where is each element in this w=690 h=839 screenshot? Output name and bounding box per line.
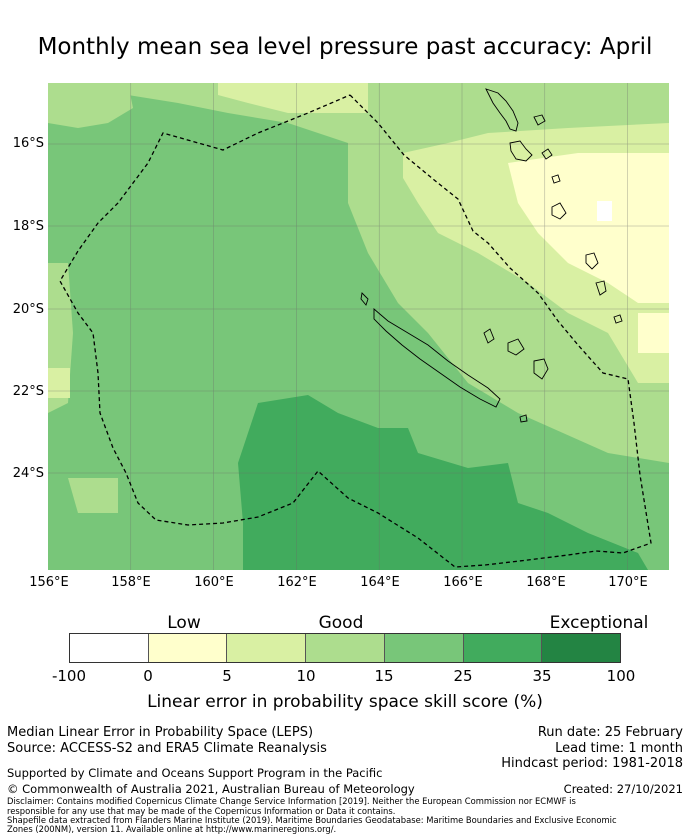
field-band-5-10-west xyxy=(48,368,70,398)
y-tick-20s: 20°S xyxy=(12,302,44,317)
x-tick-156e: 156°E xyxy=(29,575,69,590)
colorbar-tick: 35 xyxy=(532,667,552,685)
category-exceptional: Exceptional xyxy=(549,613,649,633)
colorbar-tick: 100 xyxy=(606,667,636,685)
island-efate xyxy=(551,202,567,220)
coastlines xyxy=(360,88,623,423)
field-band-10-15-nw xyxy=(48,83,133,128)
x-tick-168e: 168°E xyxy=(526,575,566,590)
x-tick-158e: 158°E xyxy=(111,575,151,590)
colorbar-tick: 10 xyxy=(296,667,316,685)
copyright-line: © Commonwealth of Australia 2021, Austra… xyxy=(7,782,415,796)
disclaimer-3: Shapefile data extracted from Flanders M… xyxy=(7,815,617,825)
colorbar xyxy=(69,633,621,663)
colorbar-tick: 25 xyxy=(453,667,473,685)
island-espiritu-santo xyxy=(485,88,519,132)
method-line: Median Linear Error in Probability Space… xyxy=(7,725,314,740)
source-line: Source: ACCESS-S2 and ERA5 Climate Reana… xyxy=(7,741,327,756)
field-band-0-5-patch xyxy=(638,313,669,353)
created-date: Created: 27/10/2021 xyxy=(563,782,683,796)
colorbar-tick: 0 xyxy=(143,667,153,685)
map-panel[interactable] xyxy=(48,83,669,570)
colorbar-segment-6 xyxy=(542,634,621,662)
disclaimer-4: Zones (200NM), version 11. Available onl… xyxy=(7,824,337,834)
disclaimer-1: Disclaimer: Contains modified Copernicus… xyxy=(7,796,576,806)
colorbar-segment-4 xyxy=(384,634,464,662)
skill-map xyxy=(48,83,669,570)
colorbar-segment-0 xyxy=(70,634,149,662)
colorbar-tick: 15 xyxy=(374,667,394,685)
island-new-caledonia xyxy=(373,308,501,408)
colorbar-segment-2 xyxy=(227,634,307,662)
x-tick-160e: 160°E xyxy=(194,575,234,590)
field-band-neg-patch xyxy=(597,201,612,221)
lead-time: Lead time: 1 month xyxy=(555,741,683,756)
eez-boundary xyxy=(59,94,652,568)
island-tanna xyxy=(595,280,607,296)
colorbar-segment-1 xyxy=(148,634,228,662)
category-low: Low xyxy=(167,613,201,633)
y-tick-18s: 18°S xyxy=(12,219,44,234)
colorbar-title: Linear error in probability space skill … xyxy=(147,692,543,712)
x-tick-162e: 162°E xyxy=(277,575,317,590)
colorbar-tick: 5 xyxy=(222,667,232,685)
field-band-25-35 xyxy=(238,395,648,570)
colorbar-segment-5 xyxy=(463,634,543,662)
colorbar-segment-3 xyxy=(306,634,385,662)
y-tick-16s: 16°S xyxy=(12,136,44,151)
disclaimer-2: responsible for any use that may be made… xyxy=(7,806,396,816)
field-band-0-5 xyxy=(508,153,669,303)
colorbar-tick: -100 xyxy=(51,667,87,685)
hindcast-period: Hindcast period: 1981-2018 xyxy=(501,756,683,771)
map-title: Monthly mean sea level pressure past acc… xyxy=(37,34,653,60)
run-date: Run date: 25 February xyxy=(537,725,683,740)
y-tick-22s: 22°S xyxy=(12,384,44,399)
graticule xyxy=(48,83,669,570)
x-tick-166e: 166°E xyxy=(443,575,483,590)
y-tick-24s: 24°S xyxy=(12,466,44,481)
category-good: Good xyxy=(318,613,364,633)
field-band-5-10-north xyxy=(218,83,368,113)
field-band-10-15-sw xyxy=(68,478,118,513)
x-tick-164e: 164°E xyxy=(360,575,400,590)
support-line: Supported by Climate and Oceans Support … xyxy=(7,766,383,780)
x-tick-170e: 170°E xyxy=(608,575,648,590)
